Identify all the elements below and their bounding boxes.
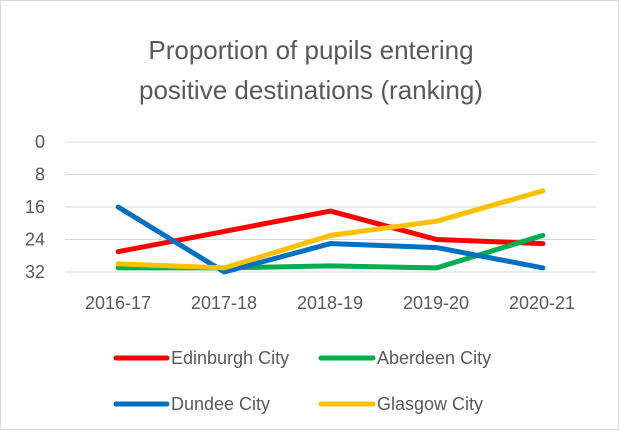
series-line-glasgow-city [115,188,546,271]
legend: Edinburgh City Aberdeen City Dundee City… [113,348,491,414]
legend-label-aberdeen-city: Aberdeen City [377,348,491,368]
legend-item-dundee-city: Dundee City [113,394,270,414]
legend-label-dundee-city: Dundee City [171,394,270,414]
legend-label-glasgow-city: Glasgow City [377,394,483,414]
legend-item-aberdeen-city: Aberdeen City [318,348,491,368]
series-lines [115,188,546,275]
chart-title-line-1: Proportion of pupils entering [148,35,473,65]
series-line-dundee-city [115,204,546,275]
y-tick-label-32: 32 [25,262,45,282]
x-tick-label-2018-19: 2018-19 [297,293,363,313]
x-tick-label-2020-21: 2020-21 [509,293,575,313]
y-tick-label-24: 24 [25,230,45,250]
y-tick-label-0: 0 [35,132,45,152]
x-tick-label-2017-18: 2017-18 [191,293,257,313]
y-tick-label-8: 8 [35,165,45,185]
x-tick-label-2016-17: 2016-17 [85,293,151,313]
series-line-edinburgh-city [115,208,546,255]
gridlines [65,141,596,273]
x-axis-tick-labels: 2016-17 2017-18 2018-19 2019-20 2020-21 [85,293,575,313]
chart-title-line-2: positive destinations (ranking) [139,75,483,105]
y-tick-label-16: 16 [25,197,45,217]
legend-item-glasgow-city: Glasgow City [318,394,483,414]
legend-label-edinburgh-city: Edinburgh City [171,348,289,368]
x-tick-label-2019-20: 2019-20 [403,293,469,313]
y-axis-tick-labels: 0 8 16 24 32 [25,132,45,282]
legend-item-edinburgh-city: Edinburgh City [113,348,289,368]
